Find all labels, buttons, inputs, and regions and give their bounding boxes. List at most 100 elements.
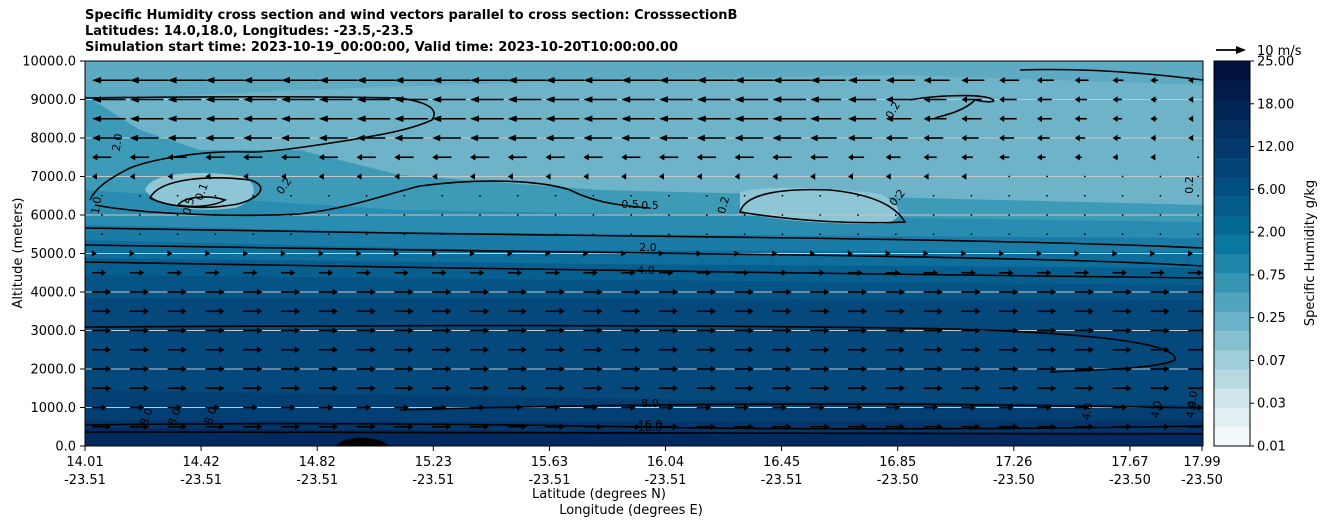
- wind-vector-head: [1126, 308, 1132, 315]
- wind-vector: [772, 346, 792, 353]
- wind-vector: [1074, 154, 1082, 161]
- colorbar-swatch-16: [1214, 118, 1250, 139]
- y-tick-label-9: 9000.0: [31, 93, 77, 108]
- y-tick-label-5: 5000.0: [31, 247, 77, 262]
- wind-vector: [857, 233, 859, 236]
- wind-vector-head: [1050, 423, 1057, 430]
- wind-vector: [810, 250, 815, 257]
- wind-vector-head: [257, 288, 263, 296]
- wind-vector-head: [975, 365, 981, 373]
- wind-vector: [1112, 154, 1118, 161]
- colorbar-tick-label-2: 0.07: [1257, 354, 1286, 369]
- wind-vector: [394, 134, 424, 142]
- wind-vector: [1083, 214, 1086, 216]
- contour-label-13: 8.0: [166, 406, 184, 427]
- wind-vector: [290, 214, 292, 216]
- x-tick-lat-10: 17.99: [1183, 455, 1220, 470]
- wind-vector-head: [672, 327, 679, 334]
- wind-vector: [583, 404, 598, 411]
- wind-vector-head: [597, 423, 603, 430]
- x-tick-lon-10: -23.50: [1181, 473, 1223, 488]
- wind-vector-head: [592, 404, 598, 411]
- wind-vector: [961, 154, 973, 161]
- wind-vector-dot: [176, 233, 179, 236]
- wind-vector: [772, 134, 802, 142]
- wind-vector: [961, 346, 981, 353]
- wind-vector-head: [668, 269, 674, 276]
- wind-vector-head: [205, 173, 211, 180]
- wind-vector: [394, 269, 409, 276]
- colorbar-swatch-3: [1214, 369, 1250, 389]
- wind-vector: [1037, 346, 1057, 353]
- contour-label-12: 0.5: [180, 196, 197, 216]
- wind-vector: [1037, 154, 1046, 161]
- wind-vector: [290, 233, 292, 236]
- wind-vector: [470, 404, 485, 411]
- wind-vector-head: [507, 96, 517, 103]
- wind-vector-head: [479, 269, 485, 276]
- wind-vector-head: [370, 385, 376, 392]
- wind-vector: [1150, 365, 1170, 373]
- wind-vector-head: [408, 308, 414, 315]
- wind-vector: [205, 385, 225, 392]
- x-tick-lon-3: -23.51: [412, 473, 454, 488]
- wind-vector: [356, 288, 376, 296]
- wind-vector: [1197, 194, 1200, 197]
- wind-vector: [734, 365, 754, 373]
- wind-vector: [281, 173, 286, 180]
- wind-vector: [696, 327, 716, 334]
- humidity-band-0: [85, 61, 1203, 100]
- wind-vector-head: [597, 308, 603, 315]
- wind-vector-head: [583, 173, 589, 180]
- wind-vector: [772, 115, 806, 122]
- wind-vector: [92, 154, 112, 161]
- wind-vector-head: [521, 288, 527, 296]
- wind-vector-head: [129, 154, 136, 161]
- wind-vector: [772, 327, 792, 334]
- wind-vector-dot: [290, 214, 292, 216]
- wind-vector: [1188, 115, 1194, 122]
- wind-vector: [129, 269, 145, 276]
- wind-vector-dot: [1121, 233, 1124, 236]
- wind-vector-head: [630, 269, 636, 276]
- x-tick-lon-1: -23.51: [180, 473, 222, 488]
- wind-vector-head: [621, 154, 627, 161]
- wind-vector-head: [1122, 404, 1127, 411]
- wind-vector: [167, 77, 206, 84]
- wind-vector-head: [370, 308, 376, 315]
- wind-vector-head: [597, 288, 603, 296]
- wind-vector: [659, 385, 679, 392]
- colorbar-swatch-17: [1214, 99, 1250, 120]
- wind-vector-head: [257, 308, 263, 315]
- wind-vector: [205, 346, 225, 353]
- wind-vector-head: [810, 96, 819, 103]
- wind-vector: [848, 327, 868, 334]
- wind-vector-head: [243, 96, 253, 103]
- terrain-mask: [335, 437, 390, 446]
- wind-vector-head: [205, 250, 211, 257]
- wind-vector-dot: [630, 233, 633, 236]
- wind-vector-head: [294, 423, 301, 430]
- wind-vector: [659, 327, 679, 334]
- wind-vector-dot: [1121, 175, 1124, 178]
- wind-vector-dot: [894, 214, 897, 216]
- wind-vector-head: [659, 154, 665, 161]
- wind-vector: [583, 154, 603, 161]
- wind-vector-head: [734, 154, 740, 161]
- wind-vector-head: [243, 134, 252, 142]
- wind-vector-head: [658, 250, 664, 257]
- wind-vector: [659, 96, 693, 103]
- wind-vector-head: [545, 96, 555, 103]
- wind-vector: [243, 173, 249, 180]
- wind-vector-head: [243, 250, 248, 257]
- wind-vector: [470, 269, 485, 276]
- wind-vector-dot: [176, 194, 179, 197]
- quiver-key-head: [1236, 46, 1246, 54]
- wind-vector-dot: [138, 194, 141, 197]
- wind-vector: [470, 134, 499, 142]
- wind-vector: [630, 194, 633, 197]
- wind-vector-dot: [290, 233, 292, 236]
- wind-vector-dot: [1121, 214, 1124, 216]
- wind-vector-head: [281, 154, 287, 161]
- wind-vector-dot: [668, 214, 670, 216]
